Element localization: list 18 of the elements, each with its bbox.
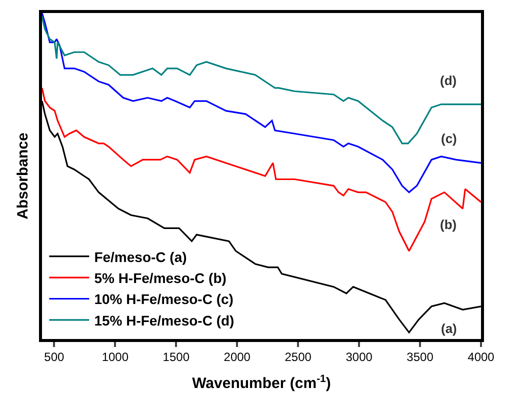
x-tick-label: 1000 (102, 350, 129, 364)
legend-label: 5% H-Fe/meso-C (b) (94, 270, 226, 286)
legend-label: 15% H-Fe/meso-C (d) (94, 312, 234, 328)
x-tick-label: 4000 (468, 350, 495, 364)
legend-label: 10% H-Fe/meso-C (c) (94, 291, 234, 308)
x-tick-label: 2000 (224, 350, 251, 364)
x-tick-label: 3500 (406, 350, 434, 364)
x-axis-title: Wavenumber (cm$^{-1}$) (192, 372, 331, 392)
annotation: (b) (440, 217, 457, 232)
annotation: (c) (441, 131, 457, 146)
x-tick-label: 2500 (284, 350, 312, 364)
legend-label: Fe/meso-C (a) (94, 248, 187, 265)
x-tick-label: 1500 (162, 350, 190, 364)
x-tick-label: 3000 (346, 350, 373, 364)
annotation: (d) (440, 73, 457, 88)
annotation: (a) (441, 321, 457, 336)
y-axis-title: Absorbance (14, 132, 32, 220)
x-tick-label: 500 (44, 350, 65, 364)
